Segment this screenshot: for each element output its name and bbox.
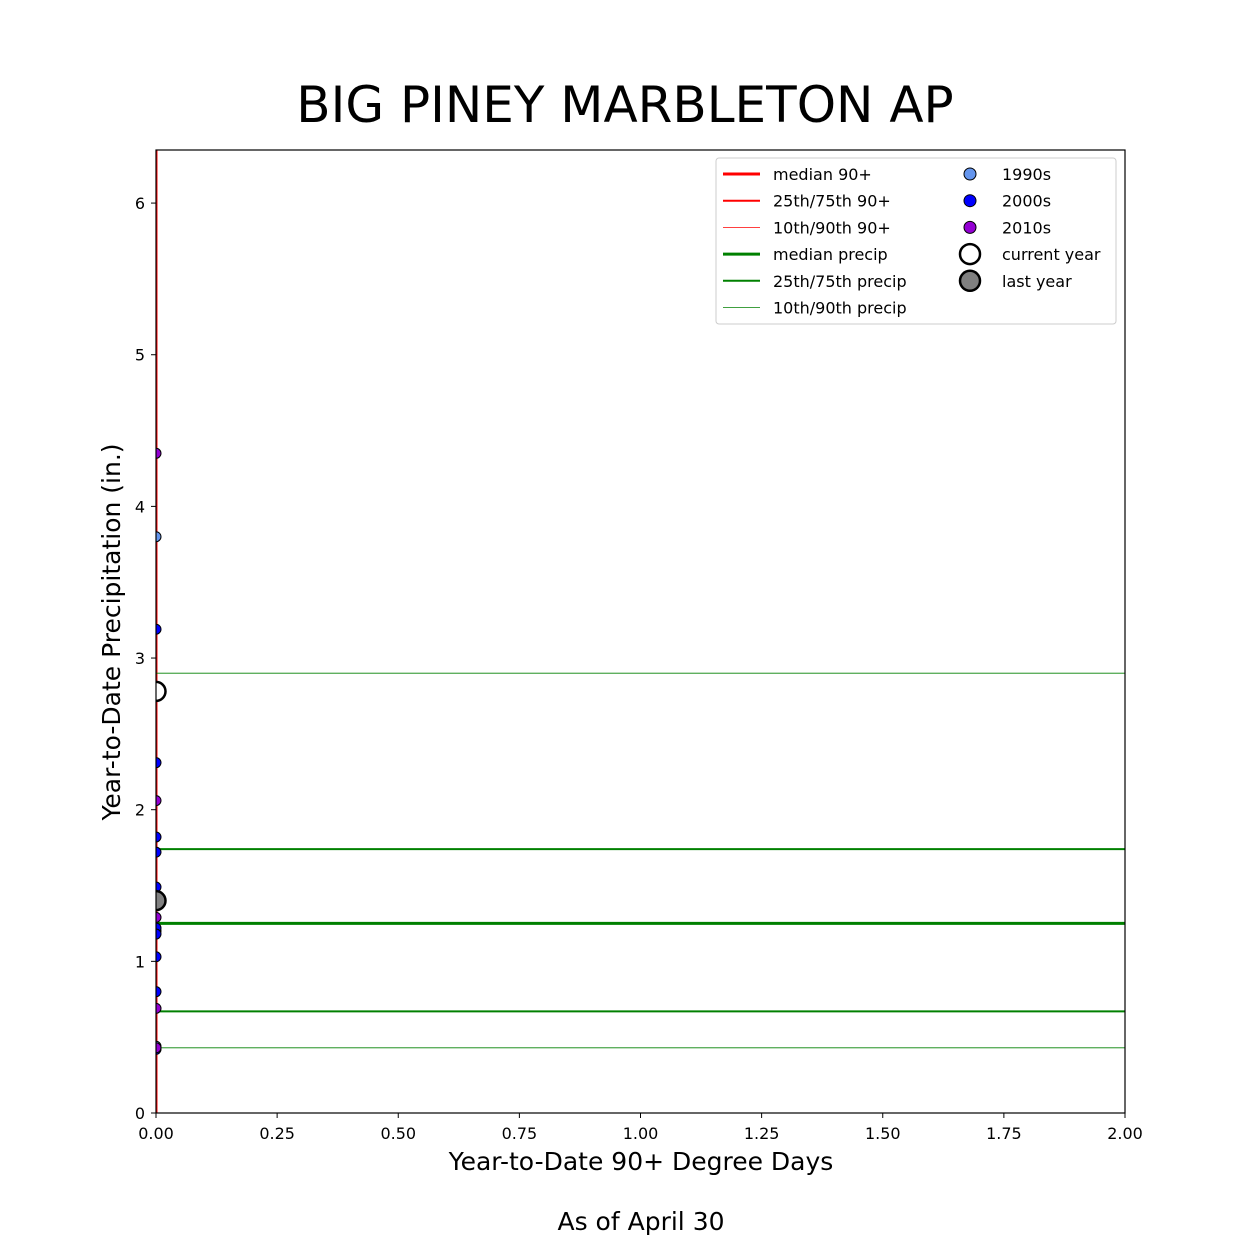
legend-label-10th-90th-precip: 10th/90th precip xyxy=(773,299,907,318)
x-tick-label: 1.00 xyxy=(623,1124,659,1143)
x-tick-label: 0.75 xyxy=(502,1124,538,1143)
y-tick-label: 1 xyxy=(135,952,145,971)
x-tick-label: 1.25 xyxy=(744,1124,780,1143)
data-point-1990s xyxy=(156,531,162,543)
legend-label-10th-90th-90-: 10th/90th 90+ xyxy=(773,218,891,237)
legend-marker-2000s xyxy=(963,194,977,208)
legend-label-median-90-: median 90+ xyxy=(773,165,872,184)
data-point-2000s xyxy=(156,986,162,998)
x-tick-label: 0.25 xyxy=(259,1124,295,1143)
legend-label-current-year: current year xyxy=(1002,245,1101,264)
x-tick-label: 0.50 xyxy=(380,1124,416,1143)
legend: median 90+ 25th/75th 90+ 10th/90th 90+ medi… xyxy=(715,157,1117,325)
plot-area: 0.00 0.25 0.50 0.75 1.00 1.25 1.50 1.75 2.00 0 1 2 3… xyxy=(135,149,1143,1143)
y-tick-label: 3 xyxy=(135,649,145,668)
data-point-current-year xyxy=(156,680,167,703)
y-tick-label: 6 xyxy=(135,194,145,213)
x-tick-label: 2.00 xyxy=(1107,1124,1143,1143)
legend-marker-2010s xyxy=(963,220,977,234)
data-point-2010s xyxy=(156,1042,162,1054)
x-tick-label: 1.75 xyxy=(986,1124,1022,1143)
legend-label-25th-75th-90-: 25th/75th 90+ xyxy=(773,192,891,211)
x-tick-label: 0.00 xyxy=(138,1124,174,1143)
y-tick-label: 0 xyxy=(135,1104,145,1123)
data-point-2000s xyxy=(156,881,162,893)
legend-marker-current-year xyxy=(958,242,982,266)
legend-marker-last-year xyxy=(958,269,982,293)
legend-label-2010s: 2010s xyxy=(1002,218,1051,237)
data-point-2000s xyxy=(156,757,162,769)
data-point-2000s xyxy=(156,846,162,858)
data-point-2000s xyxy=(156,831,162,843)
as-of-date-note: As of April 30 xyxy=(557,1207,724,1236)
data-point-2010s xyxy=(156,795,162,807)
y-axis-label: Year-to-Date Precipitation (in.) xyxy=(97,443,126,821)
legend-marker-1990s xyxy=(963,167,977,181)
plot-contents xyxy=(156,150,1125,1113)
legend-label-25th-75th-precip: 25th/75th precip xyxy=(773,272,907,291)
x-axis-label: Year-to-Date 90+ Degree Days xyxy=(448,1147,834,1176)
data-point-2000s xyxy=(156,928,162,940)
data-point-2010s xyxy=(156,911,162,923)
y-tick-label: 4 xyxy=(135,497,145,516)
chart-title: BIG PINEY MARBLETON AP xyxy=(296,76,953,134)
data-point-2000s xyxy=(156,623,162,635)
legend-box xyxy=(715,157,1117,325)
data-point-2010s xyxy=(156,447,162,459)
y-tick-label: 5 xyxy=(135,346,145,365)
data-point-last-year xyxy=(156,889,167,912)
legend-label-median-precip: median precip xyxy=(773,245,888,264)
legend-label-last-year: last year xyxy=(1002,272,1072,291)
legend-label-1990s: 1990s xyxy=(1002,165,1051,184)
data-point-2000s xyxy=(156,951,162,963)
x-tick-label: 1.50 xyxy=(865,1124,901,1143)
legend-label-2000s: 2000s xyxy=(1002,192,1051,211)
y-tick-label: 2 xyxy=(135,801,145,820)
data-point-2010s xyxy=(156,1002,162,1014)
